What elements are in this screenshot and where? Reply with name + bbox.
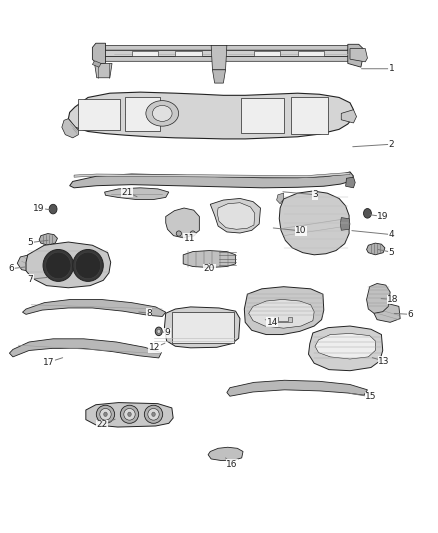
Text: 11: 11	[180, 234, 195, 243]
Polygon shape	[308, 326, 383, 370]
Polygon shape	[164, 307, 240, 348]
Polygon shape	[350, 49, 367, 62]
Ellipse shape	[364, 208, 371, 218]
Bar	[125, 97, 160, 132]
Ellipse shape	[176, 231, 181, 236]
Polygon shape	[70, 172, 353, 188]
Ellipse shape	[73, 249, 103, 281]
Text: 6: 6	[9, 264, 26, 273]
Text: 20: 20	[204, 263, 215, 273]
Bar	[291, 98, 328, 134]
Polygon shape	[17, 254, 41, 272]
Ellipse shape	[157, 329, 160, 334]
Text: 16: 16	[226, 458, 238, 469]
Text: 5: 5	[378, 248, 394, 257]
Ellipse shape	[100, 408, 111, 420]
Polygon shape	[166, 208, 199, 238]
Polygon shape	[95, 63, 112, 78]
Polygon shape	[210, 198, 261, 233]
Polygon shape	[244, 287, 324, 335]
Polygon shape	[183, 251, 236, 268]
Polygon shape	[68, 92, 353, 139]
Text: 3: 3	[283, 190, 318, 199]
Ellipse shape	[96, 405, 115, 423]
Polygon shape	[227, 380, 367, 396]
Bar	[297, 51, 324, 56]
Polygon shape	[92, 43, 106, 63]
Text: 10: 10	[273, 227, 307, 236]
Ellipse shape	[128, 412, 131, 416]
Polygon shape	[348, 44, 363, 67]
Text: 1: 1	[361, 64, 394, 73]
Polygon shape	[274, 317, 292, 322]
Polygon shape	[10, 339, 161, 358]
Polygon shape	[217, 203, 255, 229]
Text: 5: 5	[28, 238, 48, 247]
Text: 19: 19	[33, 204, 49, 213]
Polygon shape	[105, 188, 169, 199]
Ellipse shape	[104, 412, 107, 416]
Ellipse shape	[146, 101, 179, 126]
Polygon shape	[26, 242, 111, 288]
Bar	[78, 99, 120, 131]
Text: 15: 15	[350, 392, 377, 401]
Polygon shape	[86, 402, 173, 427]
Text: 12: 12	[148, 343, 165, 352]
Text: 18: 18	[381, 295, 399, 304]
Polygon shape	[212, 70, 226, 83]
Text: 6: 6	[394, 310, 413, 319]
Polygon shape	[39, 233, 57, 245]
Ellipse shape	[152, 106, 172, 122]
Polygon shape	[341, 110, 357, 123]
Text: 19: 19	[370, 212, 389, 221]
Ellipse shape	[120, 405, 139, 423]
Text: 22: 22	[96, 419, 115, 430]
Bar	[254, 51, 280, 56]
Polygon shape	[346, 177, 355, 188]
Bar	[241, 98, 285, 133]
Ellipse shape	[145, 405, 162, 423]
Polygon shape	[367, 284, 390, 313]
Polygon shape	[211, 45, 227, 70]
Ellipse shape	[190, 231, 195, 236]
Bar	[175, 51, 201, 56]
Text: 2: 2	[353, 140, 394, 149]
Polygon shape	[92, 61, 101, 67]
Ellipse shape	[148, 408, 159, 420]
Polygon shape	[315, 334, 375, 359]
Polygon shape	[62, 119, 78, 138]
Polygon shape	[96, 50, 353, 56]
Ellipse shape	[49, 204, 57, 214]
Ellipse shape	[46, 252, 71, 279]
Text: 7: 7	[28, 274, 47, 284]
Polygon shape	[277, 193, 284, 204]
Text: 17: 17	[43, 358, 63, 367]
Ellipse shape	[152, 412, 155, 416]
Polygon shape	[249, 300, 314, 328]
Ellipse shape	[155, 327, 162, 336]
Text: 9: 9	[163, 328, 170, 337]
Polygon shape	[279, 191, 349, 255]
Polygon shape	[101, 56, 350, 61]
Text: 21: 21	[122, 188, 137, 197]
Polygon shape	[340, 217, 350, 230]
Bar	[172, 312, 234, 343]
Polygon shape	[208, 447, 243, 461]
Ellipse shape	[75, 252, 101, 279]
Polygon shape	[22, 300, 166, 317]
Text: 8: 8	[139, 309, 152, 318]
Ellipse shape	[124, 408, 135, 420]
Ellipse shape	[43, 249, 74, 281]
Polygon shape	[74, 172, 350, 177]
Text: 13: 13	[372, 357, 390, 366]
Text: 14: 14	[265, 318, 278, 327]
Polygon shape	[367, 243, 385, 255]
Polygon shape	[101, 45, 350, 50]
Text: 4: 4	[352, 230, 394, 239]
Bar	[132, 51, 158, 56]
Polygon shape	[374, 304, 400, 322]
